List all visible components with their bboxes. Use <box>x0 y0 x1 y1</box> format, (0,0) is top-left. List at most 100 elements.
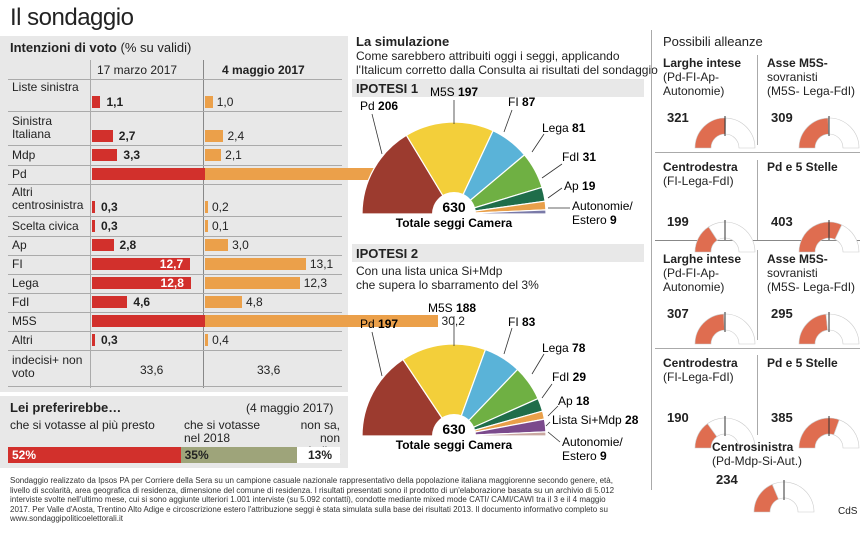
row-divider <box>8 216 342 217</box>
alliance-seats: 295 <box>771 306 793 321</box>
col-separator-2 <box>203 60 204 388</box>
label-leader <box>503 327 513 355</box>
alliance-gauge <box>694 416 756 449</box>
intentions-panel <box>0 36 348 392</box>
hypothesis-2-desc-2: che supera lo sbarramento del 3% <box>356 278 539 292</box>
gauge-filled <box>798 117 829 149</box>
label-leader <box>503 109 513 133</box>
value-17-marzo: 12,8 <box>160 276 184 290</box>
bar-4-maggio <box>205 277 300 289</box>
preference-date: (4 maggio 2017) <box>246 401 334 415</box>
party-label-ap: Ap 19 <box>564 179 596 193</box>
row-label: Altri <box>12 333 33 347</box>
label-leader <box>541 163 563 179</box>
alliance-label: (M5S- Lega-FdI) <box>767 84 856 98</box>
value-4-maggio: 2,4 <box>227 129 245 143</box>
alliance-h2-1: Asse M5S-sovranisti (M5S- Lega-FdI) 295 <box>767 252 867 352</box>
value-17-marzo: 1,1 <box>106 95 124 109</box>
label-leader <box>545 421 551 427</box>
row-label: Sinistra Italiana <box>12 114 53 141</box>
gauge-filled <box>798 221 843 253</box>
value-17-marzo: 2,7 <box>118 129 136 143</box>
party-label-lega: Lega 78 <box>542 341 586 355</box>
value-17-marzo: 2,8 <box>119 238 137 252</box>
value-17-marzo: 4,6 <box>133 295 151 309</box>
gauge-empty <box>771 481 815 513</box>
alliance-gauge <box>753 480 815 513</box>
value-17-marzo: 33,6 <box>140 363 164 377</box>
alliance-col-separator <box>757 55 758 145</box>
alliance-label: (FI-Lega-FdI) <box>663 174 734 188</box>
bar-17-marzo <box>92 277 191 289</box>
gauge-empty <box>827 117 860 149</box>
value-4-maggio: 0,2 <box>212 200 229 214</box>
credit: CdS <box>838 506 858 517</box>
alliance-seats: 307 <box>667 306 689 321</box>
gauge-empty <box>833 419 860 449</box>
preference-value-3: 13% <box>308 448 333 462</box>
alliance-separator <box>655 348 860 349</box>
alliance-gauge <box>798 220 860 253</box>
total-seats-label: Totale seggi Camera <box>396 438 513 452</box>
party-label-fdi: FdI 31 <box>562 150 596 164</box>
party-label-fi: FI 87 <box>508 95 536 109</box>
party-label-lista-si-mdp: Lista Si+Mdp 28 <box>552 413 639 427</box>
alliance-h2-3: Pd e 5 Stelle 385 <box>767 356 867 456</box>
alliance-h1-0: Larghe intese (Pd-FI-Ap- Autonomie) 321 <box>663 56 763 156</box>
col-separator-1 <box>90 60 91 388</box>
bar-17-marzo <box>92 296 128 308</box>
party-label-autonomie-estero: Autonomie/Estero 9 <box>572 199 633 227</box>
label-leader <box>547 431 561 443</box>
col1-header: 17 marzo 2017 <box>97 63 178 77</box>
alliance-separator <box>655 152 860 153</box>
intentions-title: Intenzioni di voto <box>10 40 117 55</box>
alliance-label: Centrodestra <box>663 160 738 174</box>
row-divider <box>8 111 342 112</box>
alliance-label: Autonomie) <box>663 280 725 294</box>
label-leader <box>371 331 383 377</box>
alliance-h1-3: Pd e 5 Stelle 403 <box>767 160 867 260</box>
row-label: Ap <box>12 238 27 252</box>
hypothesis-2-label: IPOTESI 2 <box>356 246 419 261</box>
bar-17-marzo <box>92 239 114 251</box>
gauge-empty <box>723 313 756 345</box>
alliance-gauge <box>798 312 860 345</box>
alliance-seats: 309 <box>771 110 793 125</box>
alliance-h2-2: Centrodestra (FI-Lega-FdI) 190 <box>663 356 763 456</box>
alliance-seats: 403 <box>771 214 793 229</box>
row-divider <box>8 145 342 146</box>
row-divider-top <box>8 79 342 80</box>
alliance-label: sovranisti <box>767 266 818 280</box>
preference-value-1: 52% <box>12 448 37 462</box>
bar-17-marzo <box>92 130 113 142</box>
bar-4-maggio <box>205 220 208 232</box>
bar-4-maggio <box>205 258 306 270</box>
alliance-label: Asse M5S- <box>767 252 828 266</box>
party-label-pd: Pd 197 <box>360 317 398 331</box>
value-4-maggio: 33,6 <box>257 363 281 377</box>
value-17-marzo: 12,7 <box>159 257 184 271</box>
alliance-h1-2: Centrodestra (FI-Lega-FdI) 199 <box>663 160 763 260</box>
bar-4-maggio <box>205 296 242 308</box>
label-leader <box>371 113 383 155</box>
label-leader <box>541 383 553 399</box>
row-divider <box>8 274 342 275</box>
label-leader <box>547 187 563 199</box>
row-label: Scelta civica <box>12 219 79 233</box>
total-seats: 630 <box>442 421 466 437</box>
row-label: Pd <box>12 167 27 181</box>
alliance-gauge <box>798 116 860 149</box>
value-4-maggio: 3,0 <box>232 238 249 252</box>
row-divider <box>8 236 342 237</box>
gauge-empty <box>834 224 860 253</box>
bar-4-maggio <box>205 315 438 327</box>
row-divider <box>8 184 342 185</box>
hypothesis-1-label: IPOTESI 1 <box>356 81 419 96</box>
seat-slice-pd <box>361 134 456 215</box>
row-divider <box>8 165 342 166</box>
seat-slice-autonomie-estero <box>453 431 547 437</box>
row-label: Liste sinistra <box>12 80 79 94</box>
hypothesis-2-band <box>352 244 644 262</box>
